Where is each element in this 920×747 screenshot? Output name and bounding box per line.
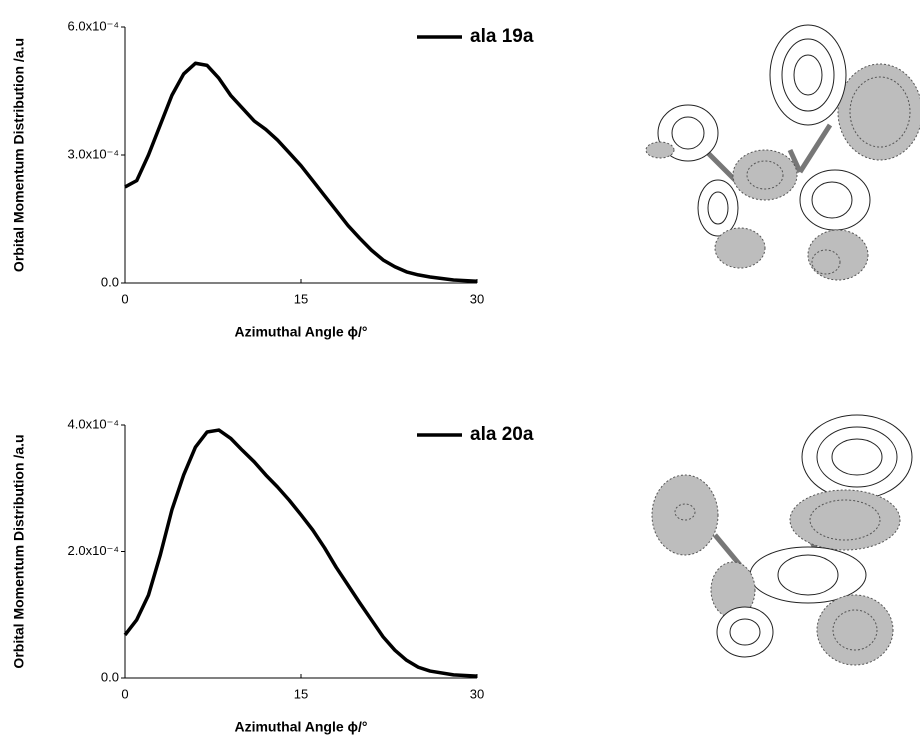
y-axis-label: Orbital Momentum Distribution /a.u	[11, 38, 27, 272]
y-tick-label: 3.0x10⁻⁴	[68, 146, 119, 161]
y-tick-label: 6.0x10⁻⁴	[68, 18, 119, 33]
figure: 0.0 3.0x10⁻⁴ 6.0x10⁻⁴ 0 15 30 Azimuthal Angle …	[0, 0, 920, 742]
x-tick-label: 15	[294, 686, 308, 701]
legend-label: ala 19a	[470, 26, 534, 47]
x-axis-label: Azimuthal Angle ϕ/°	[234, 324, 367, 340]
data-line	[125, 63, 477, 281]
x-tick-label: 0	[121, 686, 128, 701]
x-tick-label: 30	[470, 291, 484, 306]
x-tick-label: 30	[470, 686, 484, 701]
y-tick-label: 0.0	[101, 274, 119, 289]
y-tick-label: 0.0	[101, 669, 119, 684]
legend-label: ala 20a	[470, 424, 534, 445]
y-tick-label: 2.0x10⁻⁴	[68, 543, 119, 558]
orbital-image-top	[646, 25, 920, 280]
x-axis-label: Azimuthal Angle ϕ/°	[234, 719, 367, 735]
y-tick-label: 4.0x10⁻⁴	[68, 416, 119, 431]
x-tick-label: 15	[294, 291, 308, 306]
data-line	[125, 430, 477, 676]
orbital-image-bottom	[652, 415, 912, 665]
x-tick-label: 0	[121, 291, 128, 306]
y-axis-label: Orbital Momentum Distribution /a.u	[11, 434, 27, 668]
